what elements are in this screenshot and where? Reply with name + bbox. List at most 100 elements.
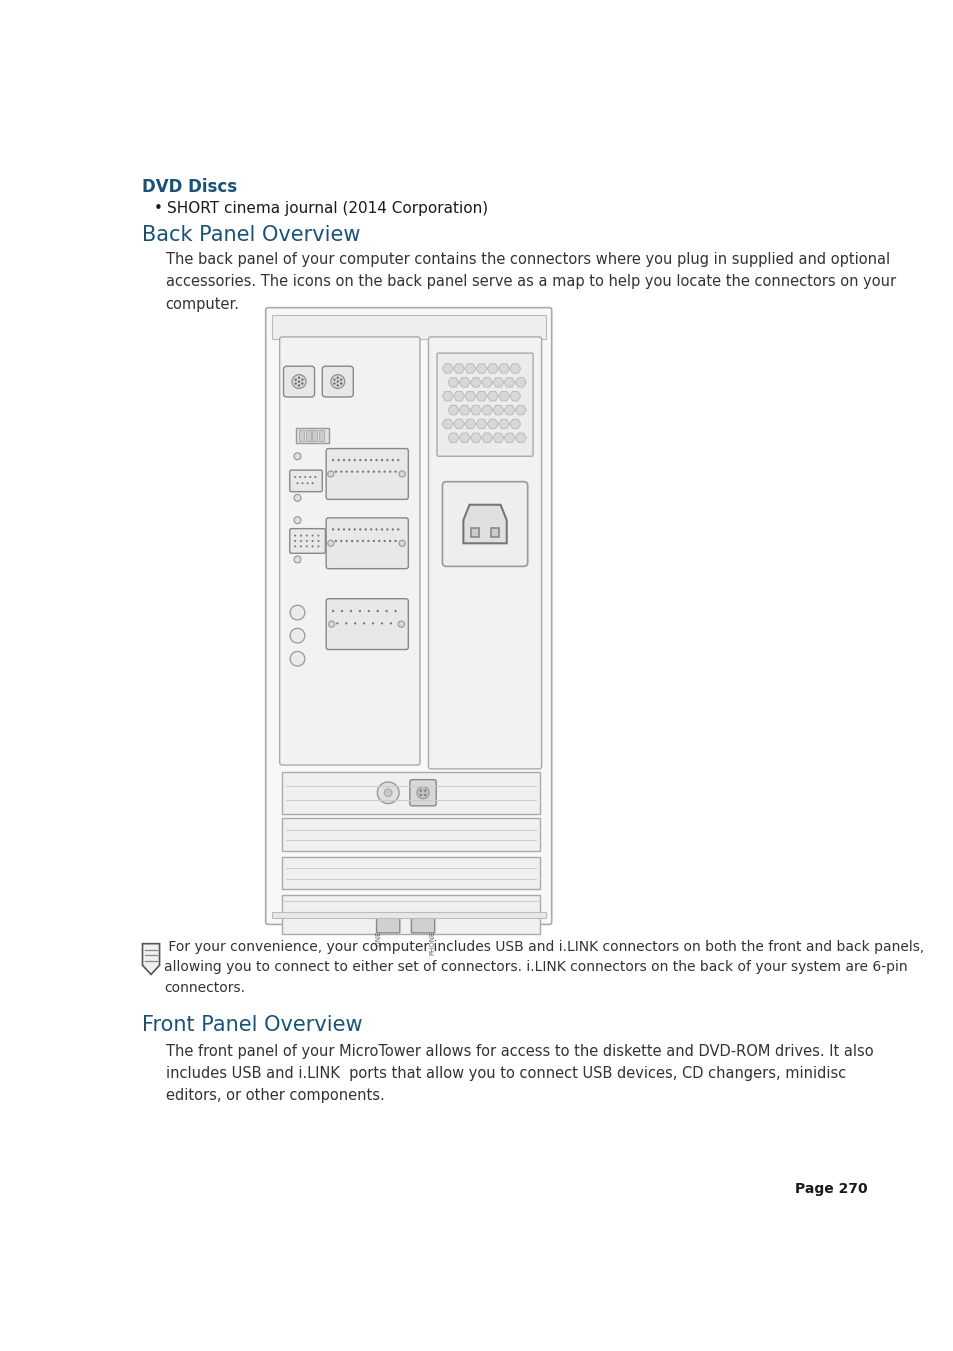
Circle shape [294,382,296,385]
Circle shape [299,535,302,536]
Circle shape [367,470,369,473]
Circle shape [299,540,302,542]
Polygon shape [448,405,458,415]
Circle shape [328,471,334,477]
Polygon shape [442,363,453,373]
Bar [491,528,498,538]
Circle shape [392,459,394,461]
Bar [282,771,539,815]
Circle shape [301,382,303,385]
Circle shape [335,540,336,542]
Circle shape [337,459,339,461]
Polygon shape [493,378,503,386]
Circle shape [297,381,300,382]
Circle shape [389,470,391,473]
Circle shape [364,528,367,531]
FancyBboxPatch shape [322,366,353,397]
Bar [305,430,311,440]
Circle shape [385,609,387,612]
FancyBboxPatch shape [326,598,408,650]
Polygon shape [454,419,464,428]
Circle shape [312,482,314,484]
Circle shape [294,540,295,542]
Text: For your convenience, your computer includes USB and i.LINK connectors on both t: For your convenience, your computer incl… [164,940,923,996]
Polygon shape [493,405,503,415]
Circle shape [328,540,334,546]
Circle shape [317,546,319,547]
Circle shape [348,459,350,461]
Circle shape [419,789,421,792]
Circle shape [367,540,369,542]
Circle shape [345,540,348,542]
Polygon shape [142,943,159,974]
Circle shape [332,459,334,461]
Circle shape [339,378,342,381]
Circle shape [340,609,343,612]
Circle shape [358,609,360,612]
Circle shape [398,471,405,477]
Circle shape [345,623,347,624]
Circle shape [356,470,358,473]
Circle shape [364,459,367,461]
Circle shape [299,546,302,547]
Circle shape [394,609,396,612]
Circle shape [333,378,335,381]
Circle shape [375,459,377,461]
Circle shape [314,476,316,478]
Polygon shape [509,419,520,428]
Polygon shape [515,434,526,442]
Circle shape [306,535,308,536]
Circle shape [348,528,350,531]
Polygon shape [498,392,509,401]
Bar [282,896,539,934]
Circle shape [336,377,338,378]
Circle shape [396,528,399,531]
FancyBboxPatch shape [428,336,541,769]
Circle shape [312,546,314,547]
Circle shape [342,459,345,461]
Circle shape [345,470,348,473]
Circle shape [386,459,388,461]
Polygon shape [448,378,458,386]
Polygon shape [476,363,486,373]
Polygon shape [515,378,526,386]
Bar [272,912,545,919]
Bar [282,819,539,851]
Circle shape [309,476,311,478]
Circle shape [290,651,305,666]
Circle shape [335,470,336,473]
Polygon shape [504,405,515,415]
Polygon shape [481,405,492,415]
Polygon shape [464,392,476,401]
Circle shape [317,540,319,542]
Circle shape [354,459,355,461]
Polygon shape [515,405,526,415]
Text: Page 270: Page 270 [794,1182,867,1197]
Circle shape [362,623,365,624]
Circle shape [389,540,391,542]
Circle shape [294,476,295,478]
Circle shape [301,482,303,484]
Circle shape [377,470,380,473]
Circle shape [380,528,383,531]
Circle shape [424,789,426,792]
Circle shape [392,528,394,531]
Polygon shape [476,419,486,428]
Circle shape [332,609,334,612]
Circle shape [306,546,308,547]
Circle shape [367,609,370,612]
Polygon shape [487,363,497,373]
Text: Back Panel Overview: Back Panel Overview [142,226,360,246]
Polygon shape [470,405,481,415]
Circle shape [342,528,345,531]
Circle shape [383,470,385,473]
Circle shape [294,557,301,563]
FancyBboxPatch shape [279,336,419,765]
Circle shape [335,623,338,624]
Polygon shape [476,392,486,401]
FancyBboxPatch shape [326,517,408,569]
Circle shape [383,540,385,542]
Circle shape [351,470,353,473]
Circle shape [361,470,364,473]
Circle shape [317,535,319,536]
